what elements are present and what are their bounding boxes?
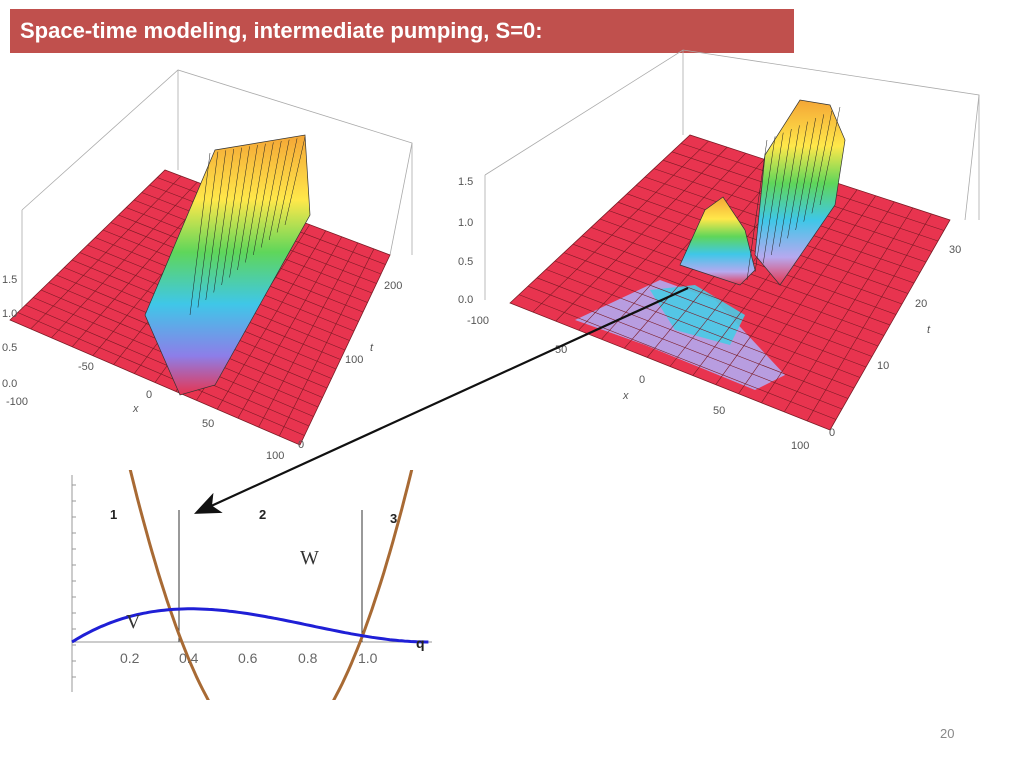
x-tick: -100 <box>467 315 489 327</box>
t-tick: 100 <box>345 354 363 366</box>
z-tick: 1.0 <box>2 308 17 320</box>
z-tick: 0.0 <box>2 378 17 390</box>
t-tick: 0 <box>298 439 304 451</box>
x-tick: -50 <box>78 361 94 373</box>
curve-w <box>71 607 429 644</box>
curve-label-v: V <box>126 611 141 633</box>
slide-title-bar: Space-time modeling, intermediate pumpin… <box>10 9 794 53</box>
region-label-1: 1 <box>110 507 117 522</box>
curve-label-w: W <box>300 547 319 569</box>
surface-plot-right: 1.5 1.0 0.5 0.0 -100 50 0 50 100 x 0 10 … <box>458 49 980 452</box>
x-tick: -100 <box>6 396 28 408</box>
t-tick: 10 <box>877 360 889 372</box>
x-tick: 100 <box>266 450 284 462</box>
z-tick: 1.5 <box>2 274 17 286</box>
t-tick: 200 <box>384 280 402 292</box>
x-axis-label: x <box>622 390 629 402</box>
slide-title: Space-time modeling, intermediate pumpin… <box>20 18 543 43</box>
x-tick: 50 <box>713 405 725 417</box>
x-tick: 50 <box>555 344 567 356</box>
x-tick: 0.8 <box>298 650 318 666</box>
x-tick: 0.2 <box>120 650 140 666</box>
region-label-3: 3 <box>390 511 397 526</box>
t-tick: 20 <box>915 298 927 310</box>
x-axis-label: x <box>132 403 139 415</box>
x-tick: 0 <box>146 389 152 401</box>
x-tick: 100 <box>791 440 809 452</box>
t-tick: 0 <box>829 427 835 439</box>
surface-plot-left: 1.5 1.0 0.5 0.0 -100 -50 0 50 100 x 0 10… <box>2 69 413 462</box>
t-tick: 30 <box>949 244 961 256</box>
x-tick: 0 <box>639 374 645 386</box>
z-tick: 0.5 <box>2 342 17 354</box>
x-tick: 0.4 <box>179 650 199 666</box>
z-tick: 0.0 <box>458 294 473 306</box>
region-label-2: 2 <box>259 507 266 522</box>
q-axis-label: q <box>416 635 425 651</box>
page-number: 20 <box>940 726 955 741</box>
z-tick: 1.5 <box>458 176 473 188</box>
x-tick: 50 <box>202 418 214 430</box>
z-tick: 0.5 <box>458 256 473 268</box>
x-tick: 0.6 <box>238 650 258 666</box>
curve-v <box>128 470 414 700</box>
potential-curve-plot: 0.2 0.4 0.6 0.8 1.0 q 1 2 3 W V <box>71 470 432 700</box>
z-tick: 1.0 <box>458 217 473 229</box>
t-axis-label: t <box>370 342 374 354</box>
t-axis-label: t <box>927 324 931 336</box>
x-tick: 1.0 <box>358 650 378 666</box>
